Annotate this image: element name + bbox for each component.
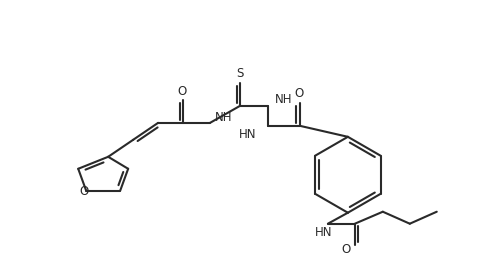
Text: O: O (80, 185, 89, 198)
Text: NH: NH (215, 111, 233, 124)
Text: NH: NH (275, 93, 292, 106)
Text: O: O (177, 85, 187, 98)
Text: S: S (236, 67, 244, 80)
Text: O: O (341, 243, 351, 256)
Text: HN: HN (239, 128, 256, 141)
Text: O: O (294, 87, 303, 100)
Text: HN: HN (315, 226, 332, 239)
